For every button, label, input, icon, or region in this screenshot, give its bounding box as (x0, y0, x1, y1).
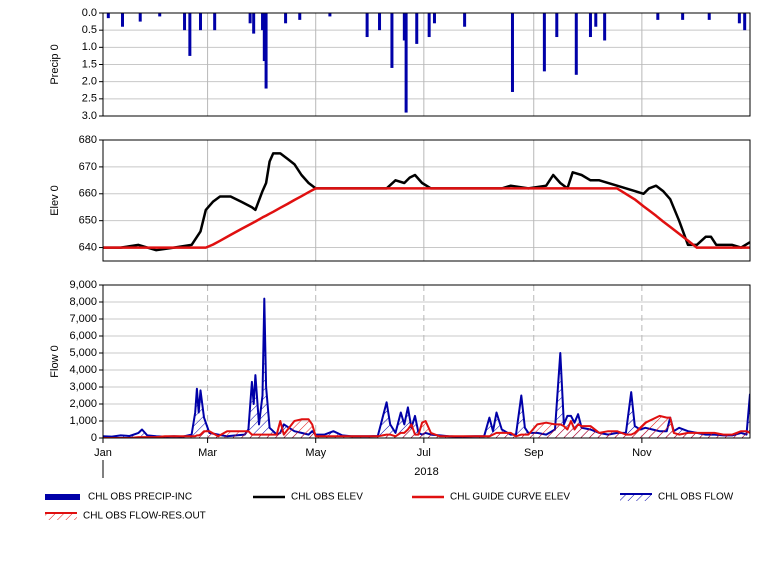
y-tick-label: 1.0 (82, 41, 97, 53)
series-line (103, 187, 750, 249)
y-tick-label: 3.0 (82, 110, 97, 122)
precip-bar (264, 13, 268, 89)
y-tick-label: 2,000 (69, 398, 97, 410)
precip-bar (603, 13, 607, 41)
precip-bar (262, 13, 266, 62)
precip-bar (120, 13, 124, 27)
flow-area-hatch (103, 415, 750, 438)
precip-bar (743, 13, 747, 31)
x-tick-label: Jul (417, 447, 431, 459)
y-tick-label: 680 (79, 134, 97, 146)
y-tick-label: 8,000 (69, 296, 97, 308)
precip-bar (415, 13, 419, 44)
x-tick-label: May (305, 447, 326, 459)
precip-bar (248, 13, 252, 24)
x-tick-label: Nov (632, 447, 652, 459)
plot-area (103, 297, 750, 438)
precip-bar (510, 13, 514, 92)
y-tick-label: 6,000 (69, 330, 97, 342)
precip-bar (298, 13, 302, 20)
precip-bar (574, 13, 578, 75)
series-line (103, 152, 750, 252)
y-axis-label: Elev 0 (49, 185, 61, 216)
precip-bar (365, 13, 369, 38)
y-tick-label: 4,000 (69, 364, 97, 376)
plot-border (102, 139, 751, 262)
precip-bar (106, 13, 110, 19)
y-tick-label: 670 (79, 161, 97, 173)
precip-bar (594, 13, 598, 27)
precip-bar (138, 13, 142, 22)
legend-label: CHL OBS PRECIP-INC (88, 492, 192, 503)
plot-area (103, 152, 750, 252)
precip-bar (402, 13, 406, 41)
precip-bar (183, 13, 187, 31)
y-tick-label: 9,000 (69, 279, 97, 291)
precip-bar (261, 13, 265, 31)
legend-swatch (45, 513, 77, 520)
precip-bar (158, 13, 162, 17)
plot-background (103, 140, 750, 261)
y-tick-label: 2.0 (82, 76, 97, 88)
plot-area (106, 13, 747, 113)
legend-label: CHL OBS FLOW (658, 492, 734, 503)
legend-label: CHL GUIDE CURVE ELEV (450, 492, 570, 503)
legend-swatch (45, 494, 80, 500)
precip-bar (555, 13, 559, 38)
precip-bar (542, 13, 546, 72)
precip-bar (432, 13, 436, 24)
precip-bar (188, 13, 192, 56)
x-axis-label: 2018 (414, 466, 438, 478)
y-tick-label: 1.5 (82, 58, 97, 70)
y-tick-label: 640 (79, 241, 97, 253)
precip-bar (284, 13, 288, 24)
y-tick-label: 3,000 (69, 381, 97, 393)
y-axis-label: Flow 0 (49, 345, 61, 377)
precip-bar (656, 13, 660, 20)
x-tick-label: Sep (524, 447, 544, 459)
precip-bar (213, 13, 217, 31)
legend-label: CHL OBS ELEV (291, 492, 363, 503)
x-tick-label: Jan (94, 447, 112, 459)
legend-swatch (620, 494, 652, 501)
precip-bar (427, 13, 431, 38)
legend-label: CHL OBS FLOW-RES.OUT (83, 511, 206, 522)
precip-bar (390, 13, 394, 68)
y-tick-label: 5,000 (69, 347, 97, 359)
precip-bar (737, 13, 741, 24)
plot-border (102, 12, 751, 117)
y-tick-label: 660 (79, 188, 97, 200)
precip-bar (252, 13, 256, 34)
precip-bar (328, 13, 332, 17)
precip-bar (463, 13, 467, 27)
precip-bar (707, 13, 711, 20)
y-tick-label: 0.0 (82, 7, 97, 19)
y-tick-label: 2.5 (82, 93, 97, 105)
precip-bar (681, 13, 685, 20)
x-tick-label: Mar (198, 447, 217, 459)
y-tick-label: 0 (91, 432, 97, 444)
plot-border (102, 284, 751, 439)
series-line (103, 414, 750, 438)
precip-bar (198, 13, 202, 31)
precip-bar (404, 13, 408, 113)
y-tick-label: 0.5 (82, 24, 97, 36)
y-tick-label: 650 (79, 215, 97, 227)
precip-bar (378, 13, 382, 31)
y-tick-label: 7,000 (69, 313, 97, 325)
y-axis-label: Precip 0 (49, 44, 61, 84)
precip-bar (588, 13, 592, 38)
y-tick-label: 1,000 (69, 415, 97, 427)
